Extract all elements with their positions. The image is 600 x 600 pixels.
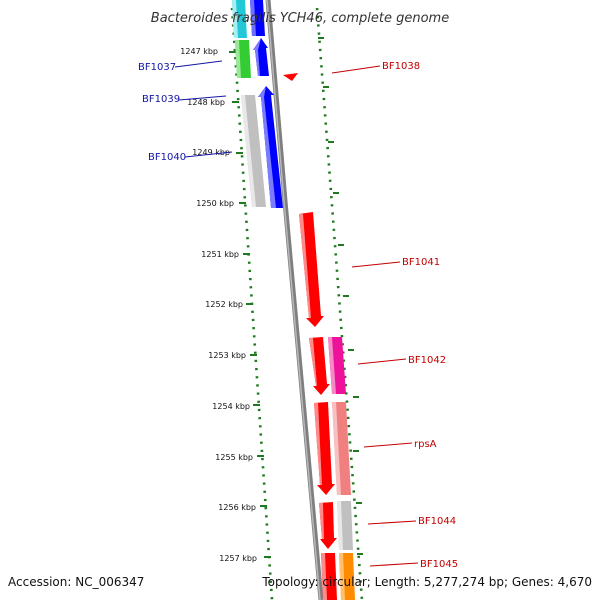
tick-label: 1256 kbp	[218, 503, 256, 512]
gene-label-bf1044[interactable]: BF1044	[418, 516, 456, 527]
gene-label-bf1045[interactable]: BF1045	[420, 559, 458, 570]
reverse-strand-genes	[283, 73, 355, 600]
gene-label-bf1040[interactable]: BF1040	[148, 152, 186, 163]
tick-label: 1250 kbp	[196, 199, 234, 208]
gene-bf1037-partner[interactable]	[253, 38, 269, 76]
left-gene-labels: BF1037 BF1039 BF1040	[138, 60, 233, 163]
accession-text: Accession: NC_006347	[8, 575, 144, 589]
gc-track-right	[315, 7, 364, 600]
right-gene-labels: BF1038 BF1041 BF1042 rpsA BF1044 BF1045	[331, 61, 458, 570]
gene-label-bf1038[interactable]: BF1038	[382, 61, 420, 72]
tick-label: 1253 kbp	[208, 351, 246, 360]
tick-label: 1248 kbp	[187, 98, 225, 107]
genome-backbone	[265, 0, 324, 600]
tick-label: 1249 kbp	[192, 148, 230, 157]
tick-label: 1254 kbp	[212, 402, 250, 411]
tick-label: 1251 kbp	[201, 250, 239, 259]
tick-label: 1255 kbp	[215, 453, 253, 462]
gene-label-bf1037[interactable]: BF1037	[138, 62, 176, 73]
gene-bf1042[interactable]	[309, 337, 330, 395]
gene-bf1041[interactable]	[299, 212, 324, 327]
gene-label-rpsA[interactable]: rpsA	[414, 439, 437, 450]
gene-label-bf1041[interactable]: BF1041	[402, 257, 440, 268]
gc-track-marks	[229, 37, 363, 558]
gene-label-bf1042[interactable]: BF1042	[408, 355, 446, 366]
forward-strand-genes	[232, 0, 283, 208]
tick-label: 1257 kbp	[219, 554, 257, 563]
tick-label: 1252 kbp	[205, 300, 243, 309]
gene-bf1038[interactable]	[283, 73, 298, 81]
topology-text: Topology: circular; Length: 5,277,274 bp…	[261, 575, 592, 589]
tick-label: 1247 kbp	[180, 47, 218, 56]
tick-labels: 1247 kbp 1248 kbp 1249 kbp 1250 kbp 1251…	[180, 47, 257, 563]
map-title: Bacteroides fragilis YCH46, complete gen…	[151, 11, 449, 26]
gene-label-bf1039[interactable]: BF1039	[142, 94, 180, 105]
